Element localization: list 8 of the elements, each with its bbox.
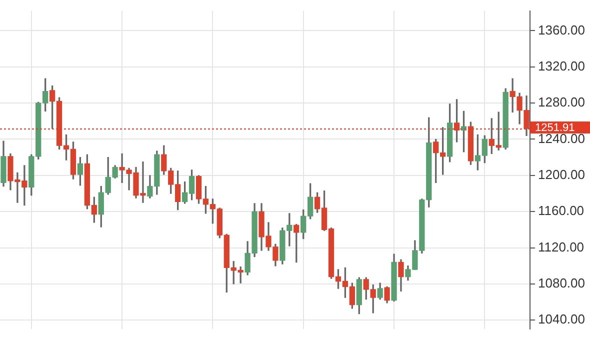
y-tick-label: 1040.00 <box>538 312 586 327</box>
y-tick-label: 1360.00 <box>538 22 586 38</box>
y-tick-label: 1320.00 <box>538 58 586 74</box>
y-tick-label: 1080.00 <box>538 276 586 291</box>
y-tick-label: 1120.00 <box>538 239 584 254</box>
y-tick-label: 1200.00 <box>538 167 586 182</box>
y-tick-label: 1160.00 <box>538 203 584 218</box>
y-tick-label: 1280.00 <box>538 94 586 110</box>
